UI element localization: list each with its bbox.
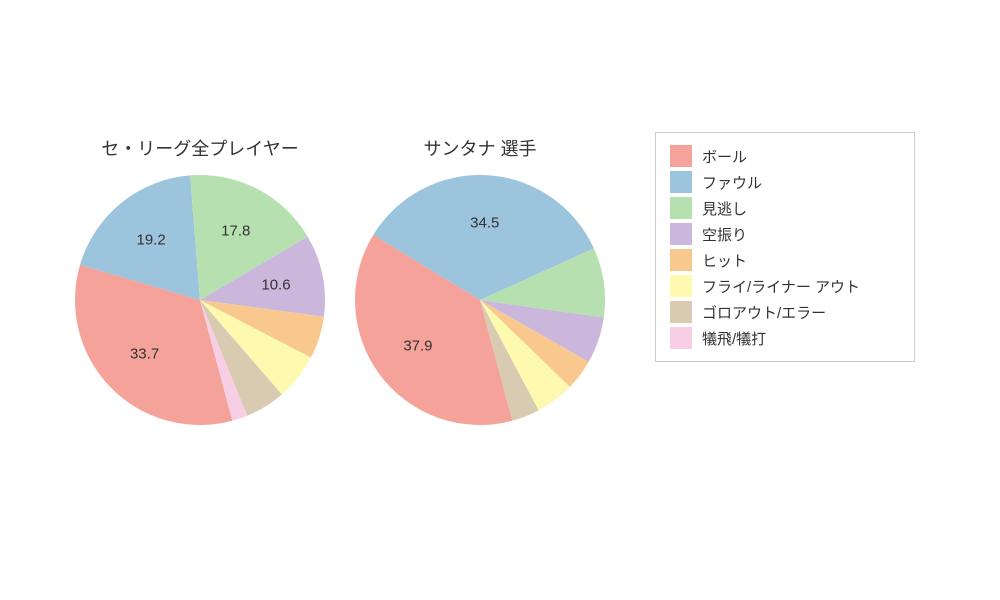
legend-item-look_strike: 見逃し: [670, 195, 900, 221]
legend-item-sac: 犠飛/犠打: [670, 325, 900, 351]
legend-item-foul: ファウル: [670, 169, 900, 195]
legend-item-hit: ヒット: [670, 247, 900, 273]
legend-label-foul: ファウル: [702, 172, 762, 193]
legend-swatch-swing_miss: [670, 223, 692, 245]
pie-league: [73, 173, 327, 427]
legend-swatch-hit: [670, 249, 692, 271]
legend-swatch-ground_err: [670, 301, 692, 323]
chart-stage: セ・リーグ全プレイヤー33.719.217.810.6サンタナ 選手37.934…: [0, 0, 1000, 600]
legend: ボールファウル見逃し空振りヒットフライ/ライナー アウトゴロアウト/エラー犠飛/…: [655, 132, 915, 362]
legend-item-fly_liner: フライ/ライナー アウト: [670, 273, 900, 299]
legend-label-fly_liner: フライ/ライナー アウト: [702, 276, 860, 297]
legend-label-hit: ヒット: [702, 250, 747, 271]
legend-item-ground_err: ゴロアウト/エラー: [670, 299, 900, 325]
legend-label-swing_miss: 空振り: [702, 224, 747, 245]
pie-wrap-player: [353, 173, 607, 432]
pie-title-league: セ・リーグ全プレイヤー: [70, 135, 330, 161]
legend-swatch-sac: [670, 327, 692, 349]
legend-swatch-foul: [670, 171, 692, 193]
legend-label-sac: 犠飛/犠打: [702, 328, 766, 349]
pie-title-player: サンタナ 選手: [350, 135, 610, 161]
legend-item-swing_miss: 空振り: [670, 221, 900, 247]
legend-label-ground_err: ゴロアウト/エラー: [702, 302, 826, 323]
legend-label-look_strike: 見逃し: [702, 198, 747, 219]
pie-wrap-league: [73, 173, 327, 432]
legend-swatch-fly_liner: [670, 275, 692, 297]
pie-player: [353, 173, 607, 427]
legend-swatch-ball: [670, 145, 692, 167]
legend-item-ball: ボール: [670, 143, 900, 169]
legend-swatch-look_strike: [670, 197, 692, 219]
legend-label-ball: ボール: [702, 146, 747, 167]
